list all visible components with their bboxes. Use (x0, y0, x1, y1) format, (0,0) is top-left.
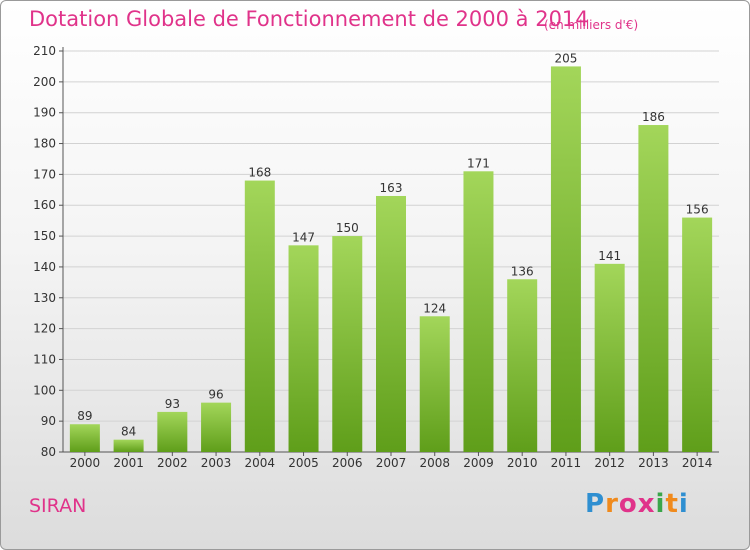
y-tick-label: 130 (33, 291, 56, 305)
data-label: 171 (467, 156, 490, 170)
bar (376, 195, 406, 452)
y-tick-label: 170 (33, 167, 56, 181)
bar (69, 424, 100, 452)
logo-letter: x (637, 489, 656, 519)
data-label: 84 (121, 425, 136, 439)
bar (113, 439, 144, 452)
y-tick-label: 140 (33, 260, 56, 274)
y-tick-label: 100 (33, 383, 56, 397)
y-tick-label: 110 (33, 352, 56, 366)
logo-letter: i (678, 489, 689, 519)
bar (157, 411, 188, 452)
bar (201, 402, 232, 452)
x-tick-label: 2010 (507, 456, 538, 470)
bar (288, 245, 319, 452)
data-label: 136 (511, 264, 534, 278)
y-tick-label: 200 (33, 75, 56, 89)
x-tick-label: 2006 (332, 456, 363, 470)
x-tick-label: 2004 (245, 456, 276, 470)
y-tick-label: 180 (33, 137, 56, 151)
data-label: 141 (598, 249, 621, 263)
data-label: 186 (642, 110, 665, 124)
y-tick-label: 90 (41, 414, 56, 428)
x-tick-label: 2012 (594, 456, 625, 470)
bar (332, 236, 363, 452)
data-label: 156 (686, 203, 709, 217)
y-tick-label: 190 (33, 106, 56, 120)
y-tick-label: 160 (33, 198, 56, 212)
bar (682, 217, 713, 452)
logo-letter: P (585, 489, 606, 519)
x-tick-label: 2005 (288, 456, 319, 470)
x-tick-label: 2013 (638, 456, 669, 470)
data-label: 96 (208, 388, 223, 402)
commune-name: SIRAN (29, 495, 87, 517)
chart-title: Dotation Globale de Fonctionnement de 20… (29, 7, 589, 31)
x-tick-label: 2001 (113, 456, 144, 470)
data-label: 93 (165, 397, 180, 411)
bar (550, 66, 581, 452)
x-tick-label: 2011 (551, 456, 582, 470)
data-label: 147 (292, 230, 315, 244)
y-tick-label: 120 (33, 322, 56, 336)
x-tick-label: 2007 (376, 456, 407, 470)
logo-letter: o (618, 489, 638, 519)
data-label: 150 (336, 221, 359, 235)
data-label: 168 (248, 166, 271, 180)
logo-letter: i (655, 489, 666, 519)
data-label: 205 (554, 51, 577, 65)
bar (638, 125, 669, 453)
data-label: 163 (380, 181, 403, 195)
bar (507, 279, 538, 452)
logo-letter: t (665, 489, 679, 519)
data-label: 89 (77, 409, 92, 423)
logo-letter: r (605, 489, 619, 519)
x-tick-label: 2008 (419, 456, 450, 470)
y-tick-label: 210 (33, 44, 56, 58)
bar (463, 171, 494, 453)
x-tick-label: 2003 (201, 456, 232, 470)
x-tick-label: 2000 (70, 456, 101, 470)
x-tick-label: 2002 (157, 456, 188, 470)
bar (244, 180, 275, 453)
y-tick-label: 150 (33, 229, 56, 243)
x-tick-label: 2014 (682, 456, 713, 470)
bar (594, 263, 625, 452)
x-tick-label: 2009 (463, 456, 494, 470)
proxiti-logo: Proxiti (585, 489, 689, 519)
chart-unit: (en milliers d'€) (544, 18, 639, 32)
data-label: 124 (423, 301, 446, 315)
bar (419, 316, 450, 452)
y-tick-label: 80 (41, 445, 56, 459)
